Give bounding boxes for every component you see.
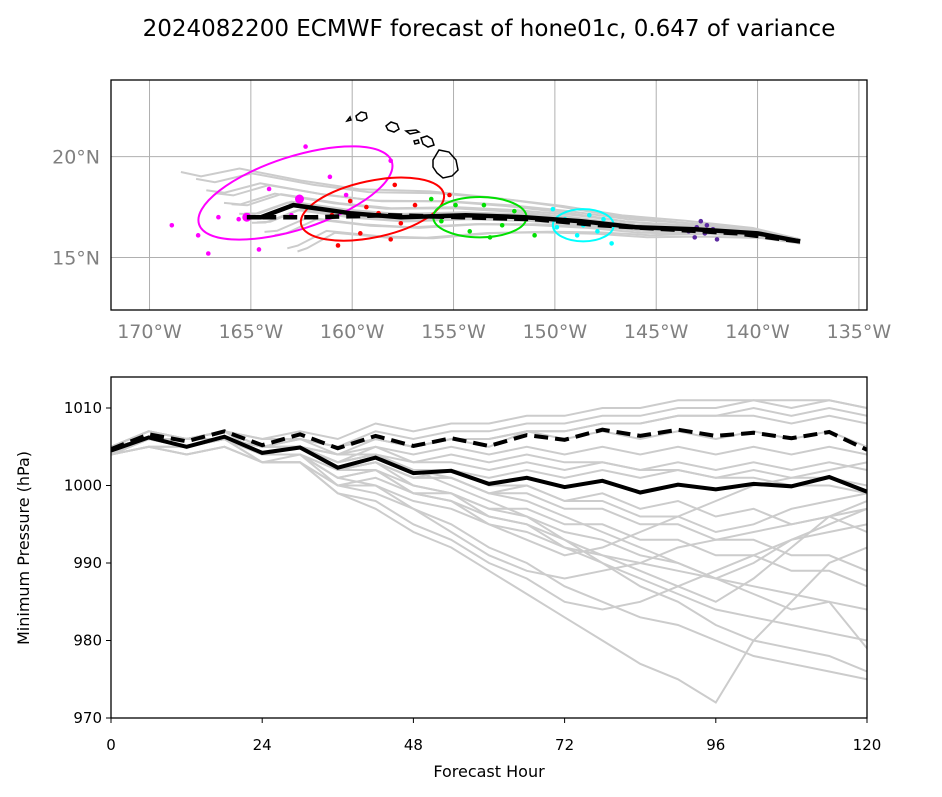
ensemble-point: [428, 196, 434, 202]
pressure-xtick-label: 48: [404, 736, 423, 754]
ensemble-point: [601, 216, 606, 222]
ensemble-point: [388, 158, 393, 164]
ensemble-point: [327, 174, 333, 180]
ensemble-point: [692, 235, 698, 240]
pressure-xtick-label: 0: [106, 736, 116, 754]
land-island-lanai: [413, 139, 420, 145]
pressure-mean-dashed: [111, 427, 867, 452]
pressure-member-line: [111, 430, 867, 580]
map-lon-tick-label: 150°W: [523, 321, 588, 343]
map-lon-tick-label: 170°W: [117, 321, 182, 343]
pressure-member-line: [111, 437, 867, 681]
map-lat-tick-label: 20°N: [52, 147, 100, 169]
map-gridlines: [111, 80, 867, 310]
ensemble-point: [412, 202, 418, 208]
ensemble-point: [609, 241, 614, 246]
ensemble-point: [487, 235, 493, 240]
map-tick-labels: 170°W 165°W 160°W 155°W 150°W 145°W 140°W 135°W…: [52, 147, 891, 343]
ensemble-point: [467, 229, 473, 234]
pressure-ytick-label: 1010: [64, 399, 102, 417]
land-island-maui: [420, 135, 435, 148]
ensemble-point: [364, 204, 369, 210]
ensemble-point: [392, 182, 398, 188]
ensemble-point: [256, 247, 262, 252]
pressure-xtick-label: 96: [706, 736, 725, 754]
ensemble-point: [439, 218, 444, 224]
ensemble-point: [554, 224, 560, 230]
ensemble-point: [704, 222, 710, 228]
pressure-member-lines: [111, 399, 867, 704]
ensemble-point: [335, 243, 341, 248]
ensemble-point: [303, 144, 308, 149]
track-map-panel: 170°W 165°W 160°W 155°W 150°W 145°W 140°W 135°W…: [52, 79, 891, 343]
map-lon-tick-label: 160°W: [320, 321, 385, 343]
pressure-member-line: [111, 437, 867, 557]
ensemble-point: [698, 218, 704, 224]
ensemble-position-points: [169, 144, 720, 256]
pressure-ticks: 0 24 48 72 96 120 970 980 990 1000 1010: [64, 399, 882, 754]
day1-mean-marker: [294, 194, 304, 204]
pressure-member-line: [111, 445, 867, 611]
map-lon-tick-label: 135°W: [827, 321, 892, 343]
land-island-kauai: [355, 111, 368, 122]
pressure-ytick-label: 990: [73, 554, 102, 572]
ensemble-point: [205, 251, 211, 256]
ensemble-point: [388, 237, 393, 242]
ensemble-point: [532, 233, 537, 238]
hawaii-land-outline: [345, 111, 459, 179]
pressure-member-line: [111, 437, 867, 588]
pressure-member-line: [111, 445, 867, 611]
mean-tracks: [246, 202, 801, 244]
ensemble-point: [195, 233, 201, 238]
ellipse-day2: [299, 176, 446, 242]
ensemble-point: [236, 216, 241, 222]
land-island-niihau: [345, 115, 352, 123]
land-island-hawaii: [432, 149, 459, 179]
pressure-xtick-label: 24: [253, 736, 272, 754]
ensemble-point: [347, 198, 353, 204]
pressure-mean-solid: [111, 434, 867, 495]
pressure-panel: 0 24 48 72 96 120 970 980 990 1000 1010 Forecast H…: [14, 376, 882, 781]
ensemble-point: [447, 192, 452, 198]
ensemble-point: [550, 206, 556, 212]
map-lon-tick-label: 165°W: [219, 321, 284, 343]
pressure-frame: [110, 376, 868, 719]
ensemble-point: [266, 186, 272, 192]
ensemble-point: [357, 231, 363, 236]
pressure-ytick-label: 980: [73, 632, 102, 650]
pressure-ylabel: Minimum Pressure (hPa): [14, 451, 33, 645]
ensemble-point: [343, 192, 349, 198]
ensemble-point: [512, 208, 517, 214]
ensemble-point: [499, 222, 505, 228]
map-frame: [110, 79, 868, 311]
ensemble-point: [453, 202, 458, 208]
figure-title: 2024082200 ECMWF forecast of hone01c, 0.…: [143, 16, 836, 42]
map-lon-tick-label: 140°W: [725, 321, 790, 343]
pressure-xtick-label: 120: [853, 736, 882, 754]
pressure-mean-lines: [111, 427, 867, 495]
ensemble-point: [481, 202, 487, 208]
land-island-oahu: [385, 121, 400, 133]
ensemble-point: [714, 237, 720, 242]
ensemble-point: [574, 233, 580, 238]
ensemble-point: [216, 214, 221, 220]
land-island-molokai: [404, 129, 421, 135]
map-mean-track-dashed: [259, 212, 801, 244]
pressure-xlabel: Forecast Hour: [433, 762, 545, 781]
ensemble-point: [398, 220, 404, 226]
map-member-track: [180, 167, 801, 245]
pressure-ytick-label: 970: [73, 709, 102, 727]
pressure-ytick-label: 1000: [64, 477, 102, 495]
pressure-member-line: [111, 406, 867, 448]
map-lat-tick-label: 15°N: [52, 248, 100, 270]
map-lon-tick-label: 145°W: [624, 321, 689, 343]
ensemble-point: [169, 222, 175, 228]
ensemble-point: [595, 229, 600, 234]
pressure-member-line: [111, 437, 867, 673]
map-lon-tick-label: 155°W: [421, 321, 486, 343]
pressure-member-line: [111, 437, 867, 572]
pressure-xtick-label: 72: [555, 736, 574, 754]
ensemble-point: [587, 212, 592, 218]
